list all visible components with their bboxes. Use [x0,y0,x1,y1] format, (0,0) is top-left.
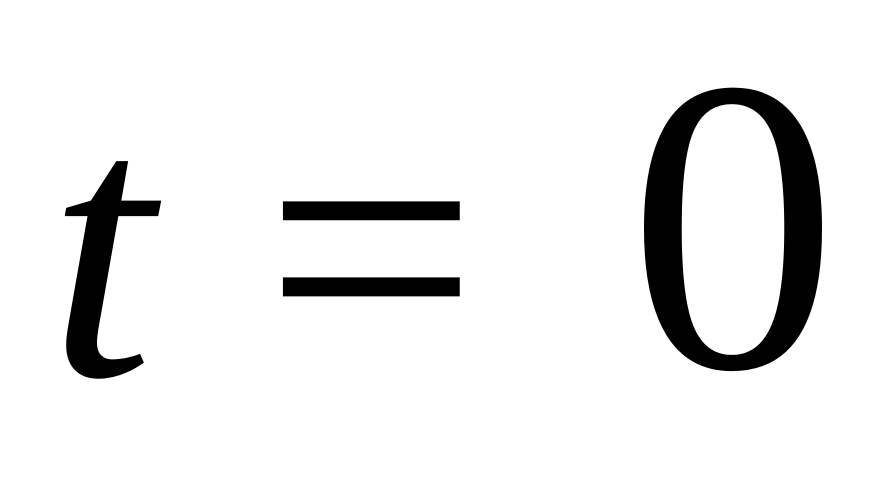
number-zero: 0 [628,0,838,458]
variable-t: t [48,37,154,458]
equals-sign: = [264,37,479,458]
